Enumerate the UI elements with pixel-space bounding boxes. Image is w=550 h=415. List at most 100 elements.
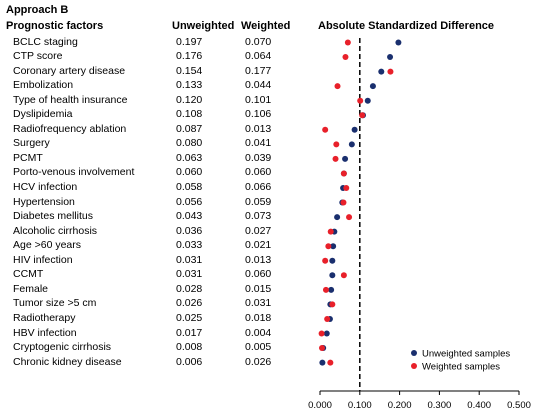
factor-label: Alcoholic cirrhosis	[13, 224, 98, 237]
weighted-point	[322, 126, 329, 133]
weighted-point	[344, 39, 351, 46]
unweighted-point	[329, 257, 336, 264]
x-tick-label: 0.400	[467, 400, 491, 411]
factor-label: BCLC staging	[13, 35, 78, 48]
weighted-point	[318, 345, 325, 352]
unweighted-value: 0.133	[176, 79, 203, 92]
factor-label: HCV infection	[13, 181, 78, 193]
unweighted-value: 0.056	[176, 195, 203, 208]
weighted-value: 0.013	[245, 253, 272, 266]
unweighted-value: 0.008	[176, 341, 203, 354]
unweighted-value: 0.031	[176, 253, 203, 266]
unweighted-value: 0.197	[176, 35, 203, 48]
factor-label: CCMT	[13, 268, 44, 281]
weighted-point	[343, 185, 350, 191]
weighted-value: 0.070	[245, 35, 272, 48]
weighted-value: 0.073	[245, 210, 272, 223]
unweighted-value: 0.043	[176, 210, 203, 223]
unweighted-value: 0.063	[176, 151, 203, 164]
weighted-value: 0.039	[245, 151, 272, 164]
factor-label: Radiofrequency ablation	[13, 122, 127, 135]
unweighted-point	[348, 141, 355, 148]
unweighted-point	[369, 83, 376, 90]
unweighted-value: 0.058	[176, 181, 203, 193]
legend-marker	[411, 350, 417, 356]
factor-label: HIV infection	[13, 253, 73, 266]
weighted-value: 0.013	[245, 122, 272, 135]
legend-marker	[411, 363, 417, 369]
weighted-value: 0.027	[245, 224, 272, 237]
unweighted-point	[364, 97, 371, 104]
weighted-point	[342, 54, 349, 61]
factor-label: Female	[13, 282, 49, 295]
unweighted-value: 0.026	[176, 297, 203, 310]
unweighted-point	[334, 214, 341, 221]
weighted-value: 0.018	[245, 311, 272, 324]
factors-column-header: Prognostic factors	[6, 20, 104, 32]
weighted-point	[318, 330, 325, 337]
factor-label: Age >60 years	[13, 239, 82, 252]
unweighted-point	[329, 272, 336, 279]
unweighted-value: 0.154	[176, 64, 203, 77]
weighted-value: 0.021	[245, 239, 272, 252]
unweighted-point	[323, 330, 330, 337]
unweighted-point	[387, 54, 394, 61]
unweighted-value: 0.108	[176, 108, 203, 121]
factor-label: Chronic kidney disease	[13, 355, 122, 368]
unweighted-point	[328, 286, 335, 293]
weighted-value: 0.041	[245, 137, 272, 150]
factor-label: Diabetes mellitus	[13, 210, 93, 223]
weighted-point	[325, 243, 332, 250]
weighted-point	[329, 301, 336, 308]
factor-label: Surgery	[13, 137, 50, 150]
unweighted-value: 0.176	[176, 50, 203, 63]
weighted-point	[334, 83, 341, 90]
approach-title: Approach B	[6, 4, 69, 16]
unweighted-point	[378, 68, 385, 75]
weighted-value: 0.060	[245, 166, 272, 179]
factor-label: Dyslipidemia	[13, 108, 73, 121]
unweighted-column-header: Unweighted	[172, 20, 235, 32]
weighted-point	[332, 155, 339, 162]
legend-label: Unweighted samples	[422, 349, 510, 360]
weighted-column-header: Weighted	[241, 20, 291, 32]
x-tick-label: 0.100	[348, 400, 372, 411]
weighted-point	[324, 315, 331, 322]
x-tick-label: 0.200	[388, 400, 412, 411]
factor-label: Cryptogenic cirrhosis	[13, 341, 112, 354]
weighted-value: 0.026	[245, 355, 272, 368]
unweighted-value: 0.025	[176, 311, 203, 324]
unweighted-value: 0.060	[176, 166, 203, 179]
unweighted-point	[330, 243, 337, 250]
weighted-value: 0.064	[245, 50, 272, 63]
unweighted-value: 0.017	[176, 326, 203, 339]
weighted-value: 0.066	[245, 181, 272, 193]
unweighted-value: 0.006	[176, 355, 203, 368]
unweighted-point	[319, 359, 326, 366]
unweighted-value: 0.031	[176, 268, 203, 281]
factor-label: PCMT	[13, 151, 43, 164]
unweighted-value: 0.120	[176, 93, 203, 106]
weighted-value: 0.015	[245, 282, 272, 295]
factor-label: Coronary artery disease	[13, 64, 126, 77]
unweighted-point	[395, 39, 402, 46]
weighted-point	[340, 199, 347, 206]
x-tick-label: 0.300	[428, 400, 452, 411]
weighted-value: 0.004	[245, 326, 272, 339]
factor-label: Porto-venous involvement	[13, 166, 135, 179]
weighted-value: 0.060	[245, 268, 272, 281]
weighted-value: 0.005	[245, 341, 272, 354]
factor-label: Hypertension	[13, 195, 75, 208]
factor-label: Embolization	[13, 79, 74, 92]
weighted-value: 0.059	[245, 195, 272, 208]
weighted-value: 0.044	[245, 79, 272, 92]
weighted-point	[340, 272, 347, 279]
factor-label: Radiotherapy	[13, 311, 76, 324]
weighted-point	[340, 170, 347, 177]
unweighted-value: 0.033	[176, 239, 203, 252]
weighted-point	[357, 97, 364, 104]
unweighted-value: 0.028	[176, 282, 203, 295]
factor-label: Tumor size >5 cm	[13, 297, 97, 310]
weighted-value: 0.101	[245, 93, 272, 106]
